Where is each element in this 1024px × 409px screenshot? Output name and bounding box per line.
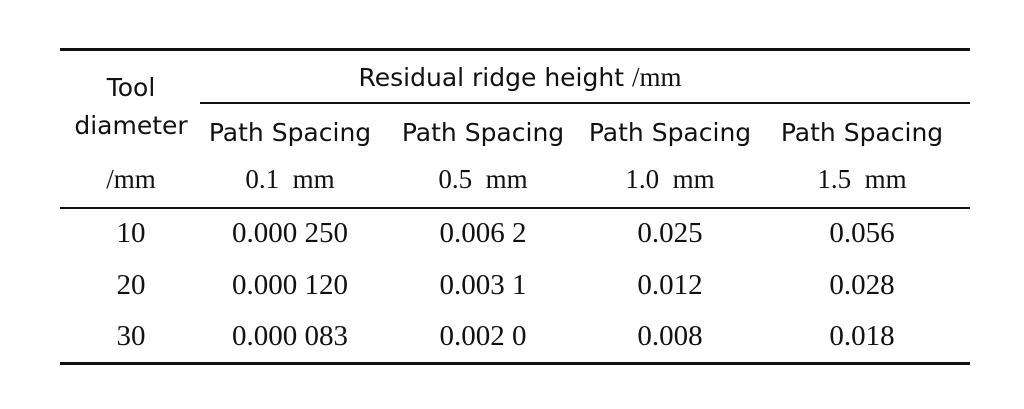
column-header-1-value: 0.1 mm [245,164,335,194]
top-rule [60,48,970,51]
row-2-cell-1: 0.000 120 [232,269,348,301]
group-header: Residual ridge height /mm [359,62,682,93]
row-3-cell-4: 0.018 [829,320,895,352]
column-header-4-value: 1.5 mm [817,164,907,194]
row-2-cell-3: 0.012 [637,269,703,301]
column-header-4-label: Path Spacing [780,118,944,147]
column-header-1-label: Path Spacing [208,118,372,147]
column-header-2-value: 0.5 mm [438,164,528,194]
stub-header-line-1: Tool [106,73,156,102]
row-3-cell-1: 0.000 083 [232,320,348,352]
row-1-cell-3: 0.025 [637,217,703,249]
row-1-cell-2: 0.006 2 [439,217,527,249]
group-header-label: Residual ridge height [358,63,625,92]
row-2-cell-2: 0.003 1 [439,269,527,301]
bottom-rule [60,362,970,365]
row-2-cell-4: 0.028 [829,269,895,301]
group-header-rule [200,102,970,104]
column-header-3-label: Path Spacing [588,118,752,147]
stub-header-unit: /mm [106,164,156,194]
header-bottom-rule [60,207,970,209]
column-header-2-label: Path Spacing [401,118,565,147]
row-1-cell-4: 0.056 [829,217,895,249]
row-3-diameter: 30 [116,320,146,352]
group-header-unit: /mm [631,62,682,92]
row-2-diameter: 20 [116,269,146,301]
row-1-cell-1: 0.000 250 [232,217,348,249]
column-header-3-value: 1.0 mm [625,164,715,194]
row-3-cell-3: 0.008 [637,320,703,352]
row-1-diameter: 10 [116,217,146,249]
stub-header-line-2: diameter [74,111,188,140]
row-3-cell-2: 0.002 0 [439,320,527,352]
